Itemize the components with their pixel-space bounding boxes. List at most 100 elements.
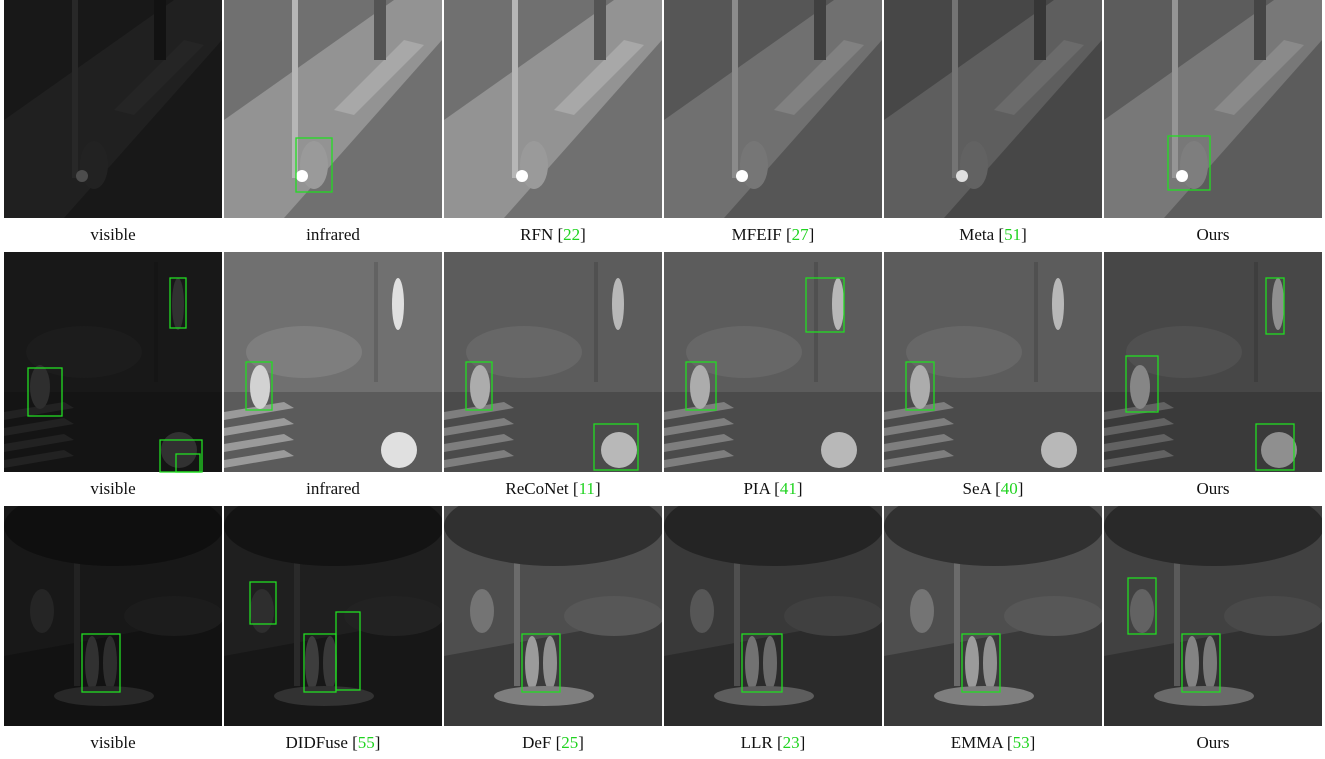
car [564,596,664,636]
image-panel [1104,486,1324,726]
tree-canopy [884,486,1104,566]
rider [690,589,714,633]
scene [4,0,222,218]
curb-island [1154,686,1254,706]
curb-island [934,686,1034,706]
car [344,596,444,636]
image-panel [884,0,1102,218]
rider [821,432,857,468]
tree-trunk [1254,0,1266,60]
pole [292,0,298,178]
tree-canopy [1104,486,1324,566]
image-panel [444,486,664,726]
pole [154,262,158,382]
scene [224,0,442,218]
tree-canopy [664,486,884,566]
image-panel [444,252,662,472]
caption: DIDFuse [55] [286,733,381,752]
scene [884,486,1104,726]
person [965,636,979,690]
tree-canopy [444,486,664,566]
headlight [1176,170,1188,182]
rider [1130,365,1150,409]
pedestrian [612,278,624,330]
scene [884,0,1102,218]
rider [30,365,50,409]
caption: MFEIF [27] [732,225,815,244]
pedestrian [172,278,184,330]
pole [374,262,378,382]
tree-canopy [224,486,444,566]
tree-trunk [154,0,166,60]
scene [664,0,882,218]
pole [732,0,738,178]
pole [1254,262,1258,382]
rider [601,432,637,468]
caption: infrared [306,225,360,244]
rider [740,141,768,189]
caption: Ours [1196,733,1229,752]
scene [1104,486,1324,726]
pole [1034,262,1038,382]
car [784,596,884,636]
pole [512,0,518,178]
rider [910,589,934,633]
pole [952,0,958,178]
tree-trunk [1034,0,1046,60]
image-panel [224,486,444,726]
headlight [956,170,968,182]
curb-island [714,686,814,706]
headlight [76,170,88,182]
tree-canopy [4,486,224,566]
caption: infrared [306,479,360,498]
person [323,636,337,690]
person [763,636,777,690]
rider [910,365,930,409]
scene [4,252,222,472]
rider [1130,589,1154,633]
curb-island [494,686,594,706]
pedestrian [1272,278,1284,330]
rider [690,365,710,409]
caption: ReCoNet [11] [505,479,600,498]
caption: visible [90,225,135,244]
person [745,636,759,690]
scene [224,486,444,726]
rider [520,141,548,189]
rider [960,141,988,189]
rider [1041,432,1077,468]
image-panel [884,252,1102,472]
caption: Ours [1196,225,1229,244]
image-panel [1104,252,1322,472]
person [1185,636,1199,690]
headlight [296,170,308,182]
pedestrian [392,278,404,330]
rider [1261,432,1297,468]
scene [444,486,664,726]
person [543,636,557,690]
rider [80,141,108,189]
image-panel [444,0,662,218]
image-panel [664,252,882,472]
scene [444,0,662,218]
scene [4,486,224,726]
car [1004,596,1104,636]
image-panel [224,252,442,472]
pole [594,262,598,382]
curb-island [274,686,374,706]
scene [1104,0,1322,218]
person [1203,636,1217,690]
tree-trunk [594,0,606,60]
caption: Ours [1196,479,1229,498]
caption: Meta [51] [959,225,1027,244]
caption: EMMA [53] [951,733,1036,752]
caption: LLR [23] [741,733,806,752]
person [983,636,997,690]
caption: RFN [22] [520,225,586,244]
caption: PIA [41] [743,479,802,498]
caption: DeF [25] [522,733,584,752]
pedestrian [1052,278,1064,330]
pedestrian [832,278,844,330]
rider [30,589,54,633]
figure: visible infrared RFN [22] MFEIF [27] Meta [5… [0,0,1325,759]
